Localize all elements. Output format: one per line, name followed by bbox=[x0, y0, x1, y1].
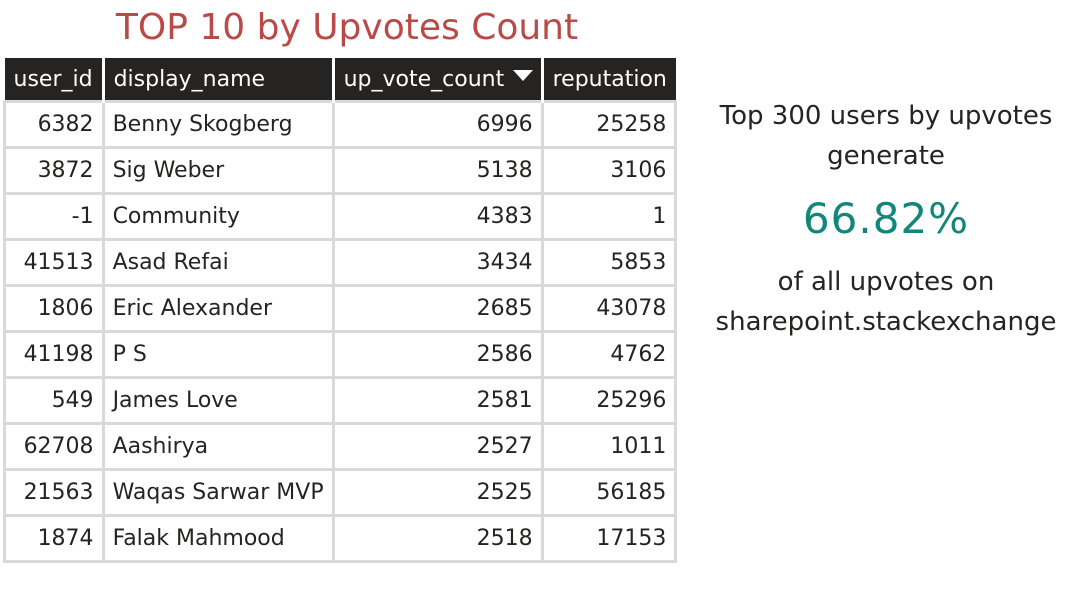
cell-up-vote-count: 6996 bbox=[331, 100, 544, 149]
card-value: 66.82% bbox=[802, 194, 970, 243]
table-row[interactable]: 3872 Sig Weber 5138 3106 bbox=[3, 146, 678, 195]
cell-reputation: 3106 bbox=[540, 146, 678, 195]
cell-reputation: 25258 bbox=[540, 100, 678, 149]
cell-up-vote-count: 2586 bbox=[331, 330, 544, 379]
cell-up-vote-count: 4383 bbox=[331, 192, 544, 241]
cell-reputation: 1011 bbox=[540, 422, 678, 471]
table-row[interactable]: -1 Community 4383 1 bbox=[3, 192, 678, 241]
cell-display-name: Sig Weber bbox=[101, 146, 335, 195]
cell-user-id: 1874 bbox=[3, 514, 105, 563]
column-header-up-vote-count[interactable]: up_vote_count bbox=[331, 58, 543, 102]
cell-reputation: 17153 bbox=[540, 514, 678, 563]
cell-reputation: 5853 bbox=[540, 238, 678, 287]
cell-display-name: Eric Alexander bbox=[101, 284, 335, 333]
table-row[interactable]: 549 James Love 2581 25296 bbox=[3, 376, 678, 425]
column-header-reputation[interactable]: reputation bbox=[540, 58, 676, 102]
column-header-label: up_vote_count bbox=[343, 66, 505, 92]
card-outro-text: of all upvotes on sharepoint.stackexchan… bbox=[715, 267, 1057, 337]
cell-display-name: Community bbox=[101, 192, 335, 241]
cell-up-vote-count: 2518 bbox=[331, 514, 544, 563]
cell-display-name: Benny Skogberg bbox=[101, 100, 335, 149]
table-row[interactable]: 41198 P S 2586 4762 bbox=[3, 330, 678, 379]
card-intro-text: Top 300 users by upvotes generate bbox=[719, 101, 1053, 171]
cell-reputation: 4762 bbox=[540, 330, 678, 379]
upvote-share-card: Top 300 users by upvotes generate 66.82%… bbox=[696, 96, 1076, 342]
cell-user-id: 3872 bbox=[3, 146, 105, 195]
cell-user-id: -1 bbox=[3, 192, 105, 241]
cell-reputation: 1 bbox=[540, 192, 678, 241]
cell-display-name: P S bbox=[101, 330, 335, 379]
cell-up-vote-count: 2527 bbox=[331, 422, 544, 471]
cell-user-id: 6382 bbox=[3, 100, 105, 149]
cell-display-name: James Love bbox=[101, 376, 335, 425]
cell-up-vote-count: 3434 bbox=[331, 238, 544, 287]
table-body: 6382 Benny Skogberg 6996 25258 3872 Sig Weber… bbox=[3, 100, 678, 563]
cell-reputation: 56185 bbox=[540, 468, 678, 517]
cell-user-id: 62708 bbox=[3, 422, 105, 471]
cell-reputation: 25296 bbox=[540, 376, 678, 425]
cell-reputation: 43078 bbox=[540, 284, 678, 333]
cell-display-name: Aashirya bbox=[101, 422, 335, 471]
table-header-row: user_id display_name up_vote_count reput… bbox=[4, 58, 676, 102]
cell-up-vote-count: 2581 bbox=[331, 376, 544, 425]
table-row[interactable]: 1874 Falak Mahmood 2518 17153 bbox=[3, 514, 678, 563]
cell-up-vote-count: 5138 bbox=[331, 146, 544, 195]
cell-user-id: 21563 bbox=[3, 468, 105, 517]
cell-user-id: 549 bbox=[3, 376, 105, 425]
column-header-display-name[interactable]: display_name bbox=[101, 58, 334, 102]
report-title: TOP 10 by Upvotes Count bbox=[115, 7, 579, 48]
cell-user-id: 1806 bbox=[3, 284, 105, 333]
table-row[interactable]: 62708 Aashirya 2527 1011 bbox=[3, 422, 678, 471]
top-users-table: user_id display_name up_vote_count reput… bbox=[3, 58, 678, 563]
table-row[interactable]: 1806 Eric Alexander 2685 43078 bbox=[3, 284, 678, 333]
cell-up-vote-count: 2525 bbox=[331, 468, 544, 517]
column-header-label: reputation bbox=[552, 66, 667, 92]
column-header-user-id[interactable]: user_id bbox=[4, 58, 104, 102]
column-header-label: user_id bbox=[13, 66, 93, 92]
table-row[interactable]: 6382 Benny Skogberg 6996 25258 bbox=[3, 100, 678, 149]
cell-up-vote-count: 2685 bbox=[331, 284, 544, 333]
cell-display-name: Waqas Sarwar MVP bbox=[101, 468, 335, 517]
table-row[interactable]: 41513 Asad Refai 3434 5853 bbox=[3, 238, 678, 287]
sort-descending-icon[interactable] bbox=[512, 70, 533, 81]
table-row[interactable]: 21563 Waqas Sarwar MVP 2525 56185 bbox=[3, 468, 678, 517]
cell-user-id: 41198 bbox=[3, 330, 105, 379]
cell-display-name: Asad Refai bbox=[101, 238, 335, 287]
column-header-label: display_name bbox=[113, 66, 266, 92]
cell-user-id: 41513 bbox=[3, 238, 105, 287]
cell-display-name: Falak Mahmood bbox=[101, 514, 335, 563]
